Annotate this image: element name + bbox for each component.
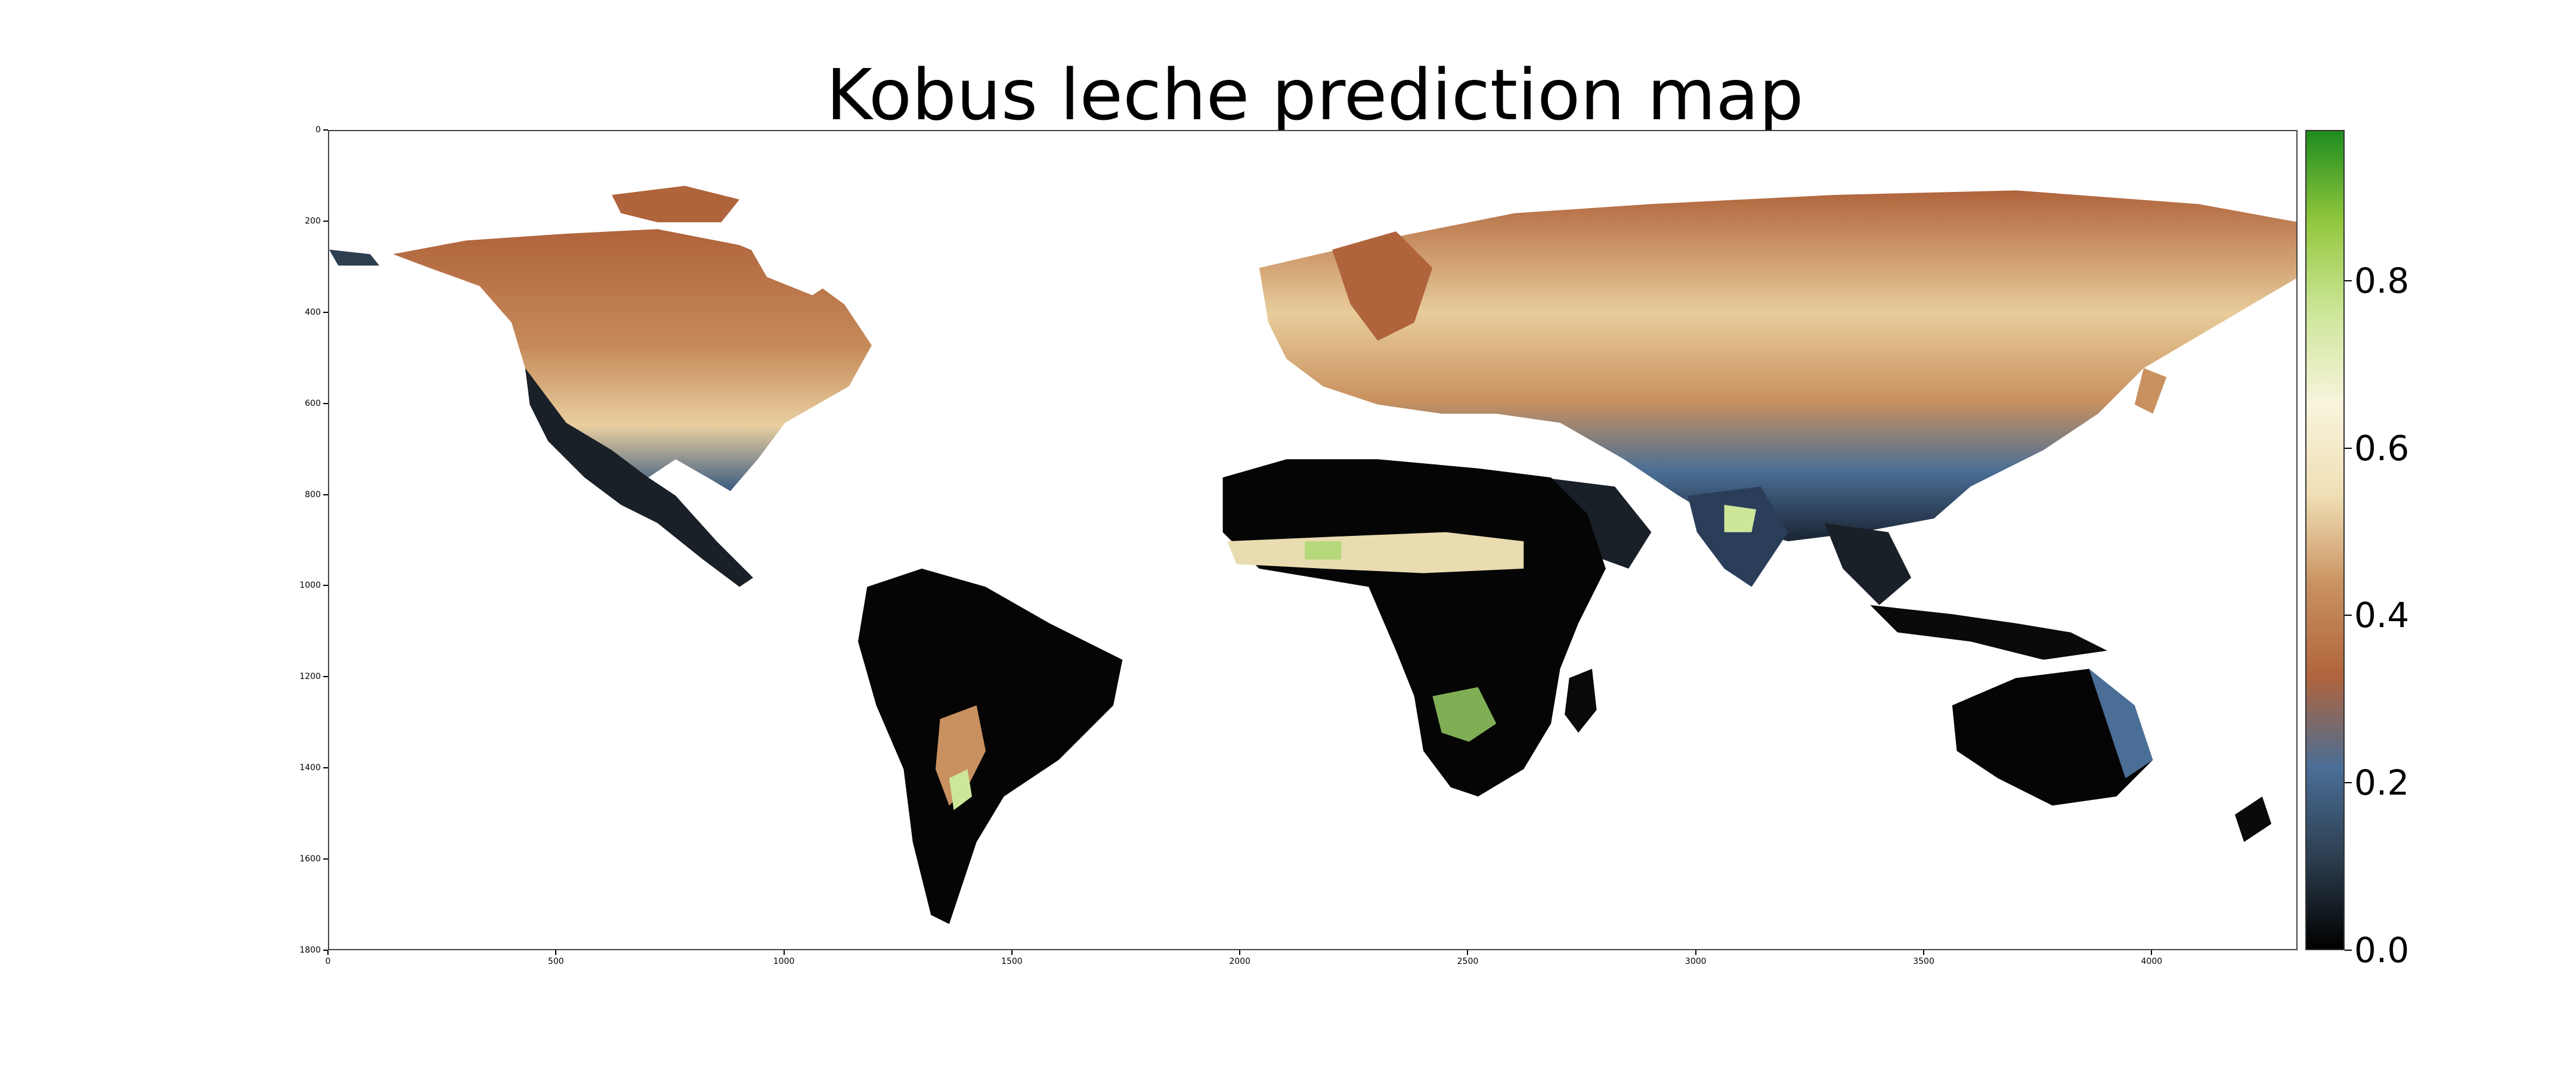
x-tick-mark (1011, 950, 1013, 955)
south-america-green-patch (949, 769, 973, 811)
new-zealand (2234, 796, 2272, 842)
north-america-landmass (393, 229, 872, 491)
y-tick-mark (323, 585, 328, 587)
greenland (730, 204, 868, 296)
x-tick-mark (1923, 950, 1925, 955)
x-tick-label: 2000 (1229, 957, 1250, 966)
x-tick-label: 1000 (773, 957, 795, 966)
x-tick-label: 2500 (1457, 957, 1479, 966)
y-tick-mark (323, 129, 328, 131)
colorbar-tick-mark (2345, 280, 2352, 281)
colorbar (2305, 130, 2345, 950)
y-tick-label: 400 (305, 307, 321, 317)
colorbar-tick-mark (2345, 950, 2352, 951)
y-tick-mark (323, 220, 328, 222)
y-tick-label: 1200 (299, 672, 321, 682)
madagascar (1565, 669, 1597, 733)
y-tick-label: 1400 (299, 763, 321, 773)
y-tick-mark (323, 494, 328, 495)
x-tick-label: 3500 (1913, 957, 1934, 966)
southeast-asia (1824, 523, 1912, 606)
scandinavia (1332, 231, 1433, 341)
map-plot-area (328, 130, 2298, 950)
x-tick-mark (1467, 950, 1469, 955)
colorbar-tick-label: 0.4 (2354, 595, 2410, 636)
colorbar-tick-mark (2345, 447, 2352, 449)
sahel-green-patch (1305, 541, 1342, 560)
y-tick-mark (323, 858, 328, 860)
south-america-highlight (935, 705, 986, 806)
south-america-landmass (857, 568, 1123, 925)
x-tick-mark (1239, 950, 1241, 955)
y-tick-label: 1600 (299, 854, 321, 864)
x-tick-label: 4000 (2141, 957, 2163, 966)
colorbar-tick-label: 0.8 (2354, 260, 2410, 301)
australia-edge (2089, 669, 2153, 779)
colorbar-tick-mark (2345, 615, 2352, 616)
north-america-south (525, 368, 754, 587)
x-tick-label: 3000 (1685, 957, 1707, 966)
y-tick-label: 200 (305, 216, 321, 226)
x-tick-mark (327, 950, 329, 955)
africa-landmass (1222, 459, 1606, 797)
x-tick-label: 500 (547, 957, 564, 966)
world-prediction-map (329, 185, 2296, 925)
alaska-tip (329, 249, 380, 266)
south-africa-highlight (1432, 687, 1497, 742)
colorbar-tick-label: 0.6 (2354, 427, 2410, 469)
indian-subcontinent (1688, 486, 1788, 587)
colorbar-tick-mark (2345, 782, 2352, 784)
page-title: Kobus leche prediction map (826, 54, 1804, 136)
y-tick-mark (323, 676, 328, 678)
sahel-band (1227, 532, 1524, 573)
canada-north-islands (612, 185, 740, 222)
x-tick-mark (1695, 950, 1696, 955)
colorbar-tick-label: 0.0 (2354, 930, 2410, 970)
y-tick-mark (323, 311, 328, 313)
y-tick-mark (323, 767, 328, 769)
y-tick-label: 600 (305, 398, 321, 408)
india-green-patch (1724, 504, 1757, 532)
y-tick-label: 1800 (299, 945, 321, 955)
y-tick-label: 1000 (299, 581, 321, 591)
y-tick-mark (323, 950, 328, 951)
y-tick-label: 800 (305, 489, 321, 500)
indonesia (1870, 605, 2107, 660)
x-tick-mark (783, 950, 785, 955)
x-tick-label: 1500 (1001, 957, 1023, 966)
y-tick-label: 0 (315, 125, 321, 135)
japan (2134, 368, 2167, 414)
x-tick-label: 0 (325, 957, 331, 966)
x-tick-mark (555, 950, 557, 955)
colorbar-tick-label: 0.2 (2354, 762, 2410, 804)
eurasia-landmass (1259, 190, 2296, 541)
x-tick-mark (2151, 950, 2153, 955)
y-tick-mark (323, 402, 328, 404)
